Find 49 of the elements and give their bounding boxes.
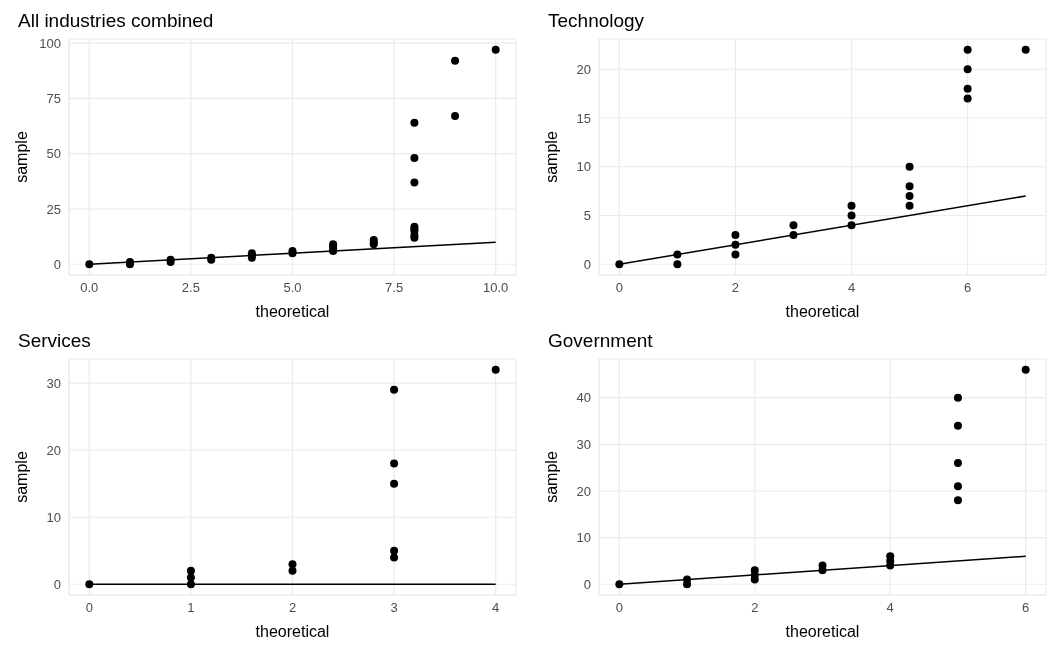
x-tick-label: 4 (847, 280, 856, 296)
x-axis-title: theoretical (785, 303, 860, 320)
x-tick-label: 7.5 (385, 280, 404, 296)
x-tick-label: 2 (731, 280, 740, 296)
chart-title: All industries combined (17, 9, 215, 33)
y-tick-label: 0 (583, 256, 591, 272)
y-tick-label: 50 (46, 146, 61, 162)
y-tick-label: 10 (46, 509, 61, 525)
x-tick-label: 3 (390, 600, 398, 616)
x-tick-label: 6 (1022, 600, 1030, 616)
y-tick-label: 25 (46, 201, 61, 217)
y-axis-title: sample (542, 451, 560, 503)
x-tick-label: 4 (492, 600, 500, 616)
y-tick-label: 75 (46, 91, 61, 106)
y-tick-label: 10 (576, 159, 591, 175)
x-tick-label: 5.0 (283, 280, 302, 296)
x-tick-label: 0 (615, 280, 623, 296)
x-axis-title: theoretical (255, 623, 330, 640)
y-tick-label: 10 (576, 530, 591, 546)
y-tick-label: 100 (39, 35, 61, 51)
y-tick-label: 30 (576, 436, 591, 452)
x-tick-label: 0 (85, 600, 93, 616)
y-tick-label: 20 (576, 483, 591, 499)
y-tick-label: 15 (576, 110, 591, 126)
y-axis-title: sample (12, 451, 30, 503)
x-tick-label: 10.0 (483, 280, 509, 296)
x-tick-label: 4 (886, 600, 894, 616)
x-tick-label: 6 (964, 280, 972, 296)
x-axis-title: theoretical (785, 623, 860, 640)
x-tick-label: 2 (751, 600, 759, 616)
y-tick-label: 5 (583, 208, 591, 224)
y-axis-title: sample (12, 131, 30, 183)
y-tick-label: 0 (583, 576, 591, 592)
y-tick-label: 20 (576, 61, 591, 77)
y-tick-label: 0 (53, 256, 61, 272)
x-tick-label: 0 (615, 600, 623, 616)
y-tick-label: 30 (46, 375, 61, 391)
x-axis-title: theoretical (255, 303, 330, 320)
y-tick-label: 0 (53, 576, 61, 592)
chart-title: Services (17, 329, 92, 353)
x-tick-label: 2 (288, 600, 297, 616)
chart-title: Government (547, 329, 654, 353)
x-tick-label: 0.0 (80, 280, 99, 296)
y-axis-title: sample (542, 131, 560, 183)
chart-title: Technology (547, 9, 646, 33)
x-tick-label: 2.5 (181, 280, 200, 296)
y-tick-label: 20 (46, 442, 61, 458)
x-tick-label: 1 (187, 600, 195, 616)
y-tick-label: 40 (576, 390, 591, 406)
